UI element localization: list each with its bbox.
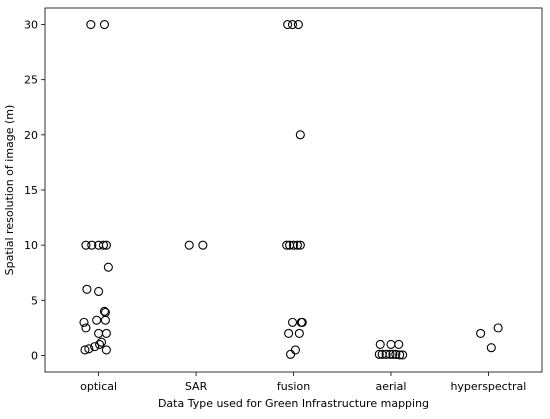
data-point: [81, 240, 91, 250]
x-tick-label: SAR: [185, 380, 208, 393]
data-point: [486, 343, 496, 353]
data-point: [184, 240, 194, 250]
data-point: [295, 240, 305, 250]
y-tick-label: 30: [24, 19, 38, 32]
data-points: [79, 19, 503, 360]
x-axis: optical SAR fusion aerial hyperspectral: [80, 372, 526, 393]
data-point: [292, 240, 302, 250]
y-tick-label: 15: [24, 184, 38, 197]
data-point: [99, 19, 109, 30]
data-point: [92, 315, 102, 325]
data-point: [388, 349, 398, 359]
data-point: [82, 284, 92, 294]
data-point: [295, 130, 305, 140]
data-point: [86, 19, 96, 30]
data-point: [198, 240, 208, 250]
data-point: [103, 262, 113, 272]
y-tick-label: 0: [31, 349, 38, 362]
data-point: [100, 315, 110, 325]
y-tick-label: 10: [24, 239, 38, 252]
y-tick-label: 25: [24, 74, 38, 87]
data-point: [286, 349, 296, 359]
data-point: [476, 328, 486, 338]
data-point: [80, 345, 90, 355]
data-point: [84, 344, 94, 354]
data-point: [94, 286, 104, 297]
data-point: [79, 317, 89, 327]
data-point: [96, 337, 107, 347]
data-point: [101, 345, 111, 355]
data-point: [385, 349, 395, 359]
x-tick-label: fusion: [277, 380, 310, 393]
x-tick-label: hyperspectral: [450, 380, 526, 393]
data-point: [293, 19, 303, 30]
plot-area: [44, 7, 543, 373]
data-point: [381, 349, 391, 359]
data-point: [90, 342, 100, 352]
data-point: [101, 240, 111, 250]
x-tick-label: aerial: [376, 380, 407, 393]
data-point: [87, 240, 97, 250]
data-point: [294, 328, 304, 338]
data-point: [99, 306, 109, 316]
y-tick-label: 20: [24, 129, 38, 142]
data-point: [287, 19, 298, 30]
data-point: [98, 240, 109, 250]
data-point: [282, 240, 292, 250]
x-tick-label: optical: [80, 380, 117, 393]
data-point: [283, 19, 293, 30]
data-point: [297, 317, 307, 327]
data-point: [375, 339, 385, 349]
data-point: [81, 323, 91, 333]
y-tick-label: 5: [31, 294, 38, 307]
y-axis: 0 5 10 15 20 25 30: [24, 19, 45, 362]
y-axis-label: Spatial resolution of image (m): [3, 105, 16, 276]
data-point: [101, 328, 111, 338]
data-point: [288, 240, 299, 250]
data-point: [395, 350, 405, 360]
data-point: [284, 328, 294, 338]
data-point: [493, 323, 503, 333]
data-point: [394, 339, 404, 349]
data-point: [95, 339, 105, 349]
data-point: [398, 350, 408, 360]
data-point: [391, 349, 401, 359]
data-point: [287, 317, 298, 327]
x-axis-label: Data Type used for Green Infrastructure …: [158, 397, 429, 410]
data-point: [374, 349, 384, 359]
